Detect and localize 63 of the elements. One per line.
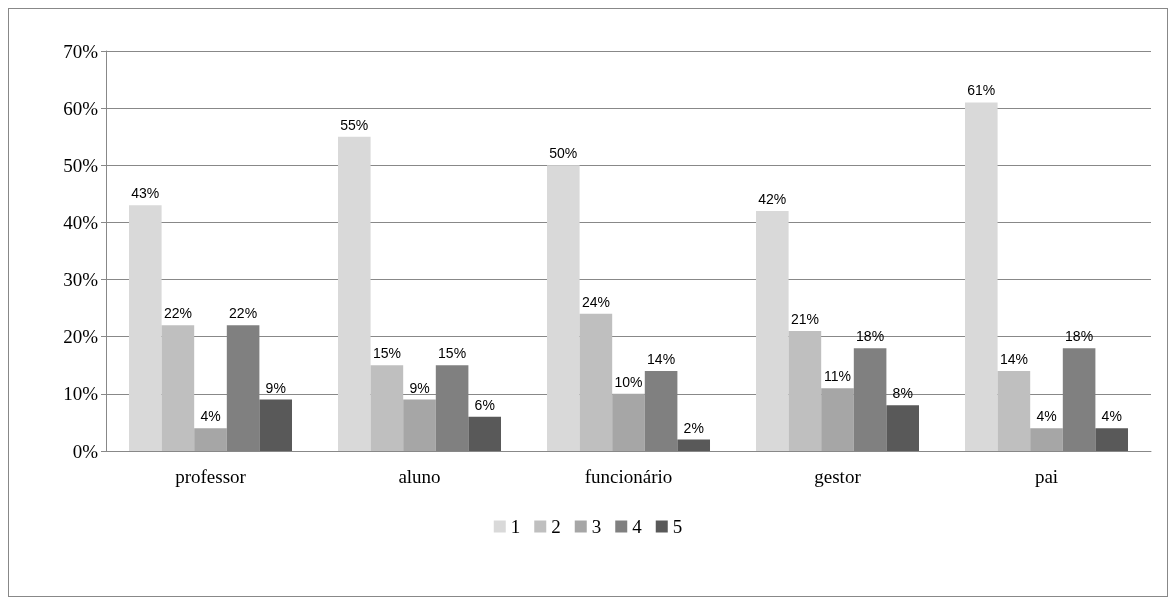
bar — [370, 365, 404, 451]
data-label: 8% — [892, 385, 913, 402]
data-label: 18% — [856, 328, 885, 345]
data-label: 21% — [790, 311, 819, 327]
y-tick-label: 50% — [63, 154, 99, 176]
legend-label: 4 — [632, 516, 643, 537]
bar — [755, 211, 789, 451]
bar — [128, 205, 162, 451]
data-label: 43% — [131, 185, 160, 202]
data-label: 22% — [229, 305, 258, 322]
y-tick-label: 10% — [63, 383, 99, 405]
bar — [161, 325, 195, 451]
bar — [337, 136, 371, 451]
bar — [194, 428, 227, 451]
data-label: 2% — [683, 419, 704, 436]
data-label: 11% — [824, 368, 851, 385]
data-label: 4% — [1101, 408, 1122, 425]
bar — [821, 388, 854, 451]
bar — [1030, 428, 1063, 451]
y-tick-label: 0% — [72, 440, 99, 462]
legend-label: 3 — [591, 516, 602, 537]
bar — [1095, 428, 1129, 451]
x-tick-label: aluno — [398, 466, 441, 487]
bar — [964, 102, 998, 451]
bar — [677, 439, 711, 451]
x-tick-label: professor — [175, 466, 247, 487]
data-label: 61% — [967, 82, 996, 99]
data-label: 22% — [163, 305, 192, 322]
bar — [546, 165, 580, 451]
x-tick-label: pai — [1034, 466, 1059, 487]
y-tick-label: 30% — [63, 269, 99, 291]
data-label: 15% — [372, 345, 401, 362]
data-label: 14% — [999, 351, 1028, 367]
data-label: 14% — [647, 351, 676, 367]
data-label: 50% — [549, 145, 578, 162]
bar — [259, 399, 293, 451]
data-label: 24% — [581, 293, 610, 310]
legend-label: 2 — [551, 516, 561, 537]
data-label: 10% — [614, 373, 643, 390]
legend-label: 5 — [672, 516, 683, 537]
bar — [468, 416, 502, 451]
data-label: 4% — [1036, 408, 1057, 425]
y-tick-label: 70% — [63, 40, 99, 62]
bar — [997, 371, 1031, 451]
data-label: 6% — [474, 396, 495, 413]
data-label: 15% — [438, 345, 467, 362]
legend-label: 1 — [510, 516, 521, 537]
bar — [403, 399, 436, 451]
data-label: 9% — [265, 379, 286, 396]
data-label: 42% — [758, 191, 787, 207]
y-tick-label: 20% — [63, 326, 99, 348]
x-tick-label: funcionário — [584, 466, 673, 487]
bar — [788, 331, 822, 451]
y-tick-label: 40% — [63, 211, 99, 233]
bar — [579, 313, 613, 451]
data-label: 9% — [409, 379, 430, 396]
data-label: 55% — [340, 116, 369, 133]
x-tick-label: gestor — [814, 466, 862, 487]
bar — [886, 405, 920, 451]
y-tick-label: 60% — [63, 97, 99, 119]
data-label: 18% — [1065, 328, 1094, 345]
bar — [612, 393, 645, 451]
data-label: 4% — [200, 408, 221, 425]
